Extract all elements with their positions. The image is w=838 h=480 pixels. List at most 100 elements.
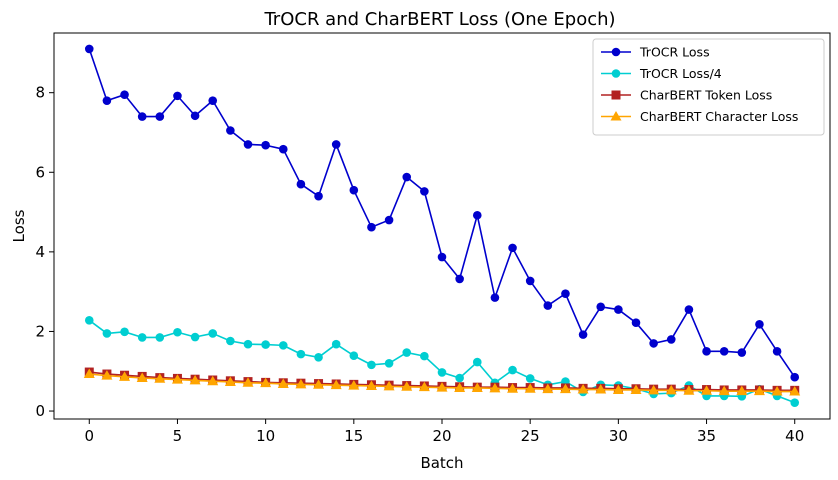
data-point xyxy=(243,140,253,149)
data-point xyxy=(154,373,166,383)
y-tick-label: 4 xyxy=(35,243,45,261)
data-point xyxy=(595,384,607,394)
x-tick-label: 15 xyxy=(344,427,363,445)
data-point xyxy=(260,377,272,388)
data-point xyxy=(314,353,323,362)
data-point xyxy=(261,140,270,150)
data-point xyxy=(736,385,748,396)
x-tick-label: 25 xyxy=(521,427,540,445)
data-point xyxy=(420,187,429,196)
data-point xyxy=(508,243,517,253)
data-point xyxy=(790,398,800,407)
data-point xyxy=(437,252,447,262)
series-3 xyxy=(83,368,801,396)
data-point xyxy=(296,179,306,189)
data-point xyxy=(508,365,517,375)
data-point xyxy=(243,339,253,349)
data-point xyxy=(84,44,94,54)
data-point xyxy=(455,274,464,284)
data-point xyxy=(155,333,165,342)
data-point xyxy=(771,386,783,396)
data-point xyxy=(384,215,394,225)
x-tick-label: 5 xyxy=(173,427,183,445)
data-point xyxy=(314,191,323,201)
data-point xyxy=(755,319,764,329)
data-point xyxy=(665,384,677,395)
data-point xyxy=(790,372,800,382)
legend-box xyxy=(592,38,825,136)
data-point xyxy=(101,370,113,380)
x-axis-label: Batch xyxy=(420,454,463,472)
data-point xyxy=(278,144,288,154)
data-point xyxy=(561,289,570,298)
data-point xyxy=(190,111,200,121)
y-tick-label: 2 xyxy=(35,322,45,340)
y-tick-label: 0 xyxy=(35,402,45,420)
series-layer xyxy=(83,44,801,407)
data-point xyxy=(402,172,412,182)
data-point xyxy=(454,382,466,392)
x-tick-label: 20 xyxy=(432,427,451,445)
data-point xyxy=(295,378,307,389)
data-point xyxy=(471,382,483,392)
data-point xyxy=(559,383,571,394)
data-point xyxy=(190,332,200,342)
series-0 xyxy=(84,44,800,382)
data-point xyxy=(137,333,147,342)
data-point xyxy=(436,382,448,392)
data-point xyxy=(277,378,289,388)
data-point xyxy=(507,383,519,393)
data-point xyxy=(102,96,112,105)
legend-entry-label: TrOCR Loss/4 xyxy=(639,66,722,81)
data-point xyxy=(719,347,729,356)
data-point xyxy=(418,381,430,392)
data-point xyxy=(226,126,235,135)
data-point xyxy=(701,385,713,395)
y-tick-label: 8 xyxy=(35,84,45,102)
data-point xyxy=(224,376,236,386)
data-point xyxy=(207,375,219,386)
x-tick-label: 30 xyxy=(609,427,628,445)
data-point xyxy=(666,335,676,344)
data-point xyxy=(331,339,341,349)
data-point xyxy=(208,96,218,105)
data-point xyxy=(683,385,695,395)
x-axis: 0 5 10 15 20 25 30 35 40 xyxy=(84,419,804,445)
data-point xyxy=(278,341,288,350)
data-point xyxy=(525,276,535,286)
data-point xyxy=(349,351,359,361)
data-point xyxy=(718,385,730,396)
legend-swatch-marker xyxy=(610,111,622,121)
data-point xyxy=(630,384,642,394)
y-tick-label: 6 xyxy=(35,163,45,181)
data-point xyxy=(402,348,412,357)
data-point xyxy=(543,301,553,310)
legend-entry-label: CharBERT Character Loss xyxy=(640,109,798,124)
data-point xyxy=(331,140,341,149)
data-point xyxy=(596,302,606,312)
data-point xyxy=(472,210,482,220)
data-point xyxy=(226,336,235,346)
data-point xyxy=(383,380,395,391)
data-point xyxy=(578,330,588,339)
legend-swatch-marker xyxy=(611,90,621,100)
data-point xyxy=(137,112,147,121)
data-point xyxy=(120,90,129,99)
data-point xyxy=(437,368,447,377)
data-point xyxy=(702,347,711,356)
data-point xyxy=(155,112,165,121)
legend-swatch-marker xyxy=(611,47,621,57)
data-point xyxy=(542,383,554,394)
data-point xyxy=(261,340,270,349)
data-point xyxy=(348,380,360,390)
x-tick-label: 10 xyxy=(256,427,275,445)
data-point xyxy=(772,347,782,356)
data-point xyxy=(525,374,535,383)
data-point xyxy=(171,374,183,384)
x-tick-label: 0 xyxy=(84,427,94,445)
data-point xyxy=(136,372,148,383)
data-point xyxy=(242,377,254,387)
data-point xyxy=(189,374,201,385)
data-point xyxy=(173,327,182,337)
